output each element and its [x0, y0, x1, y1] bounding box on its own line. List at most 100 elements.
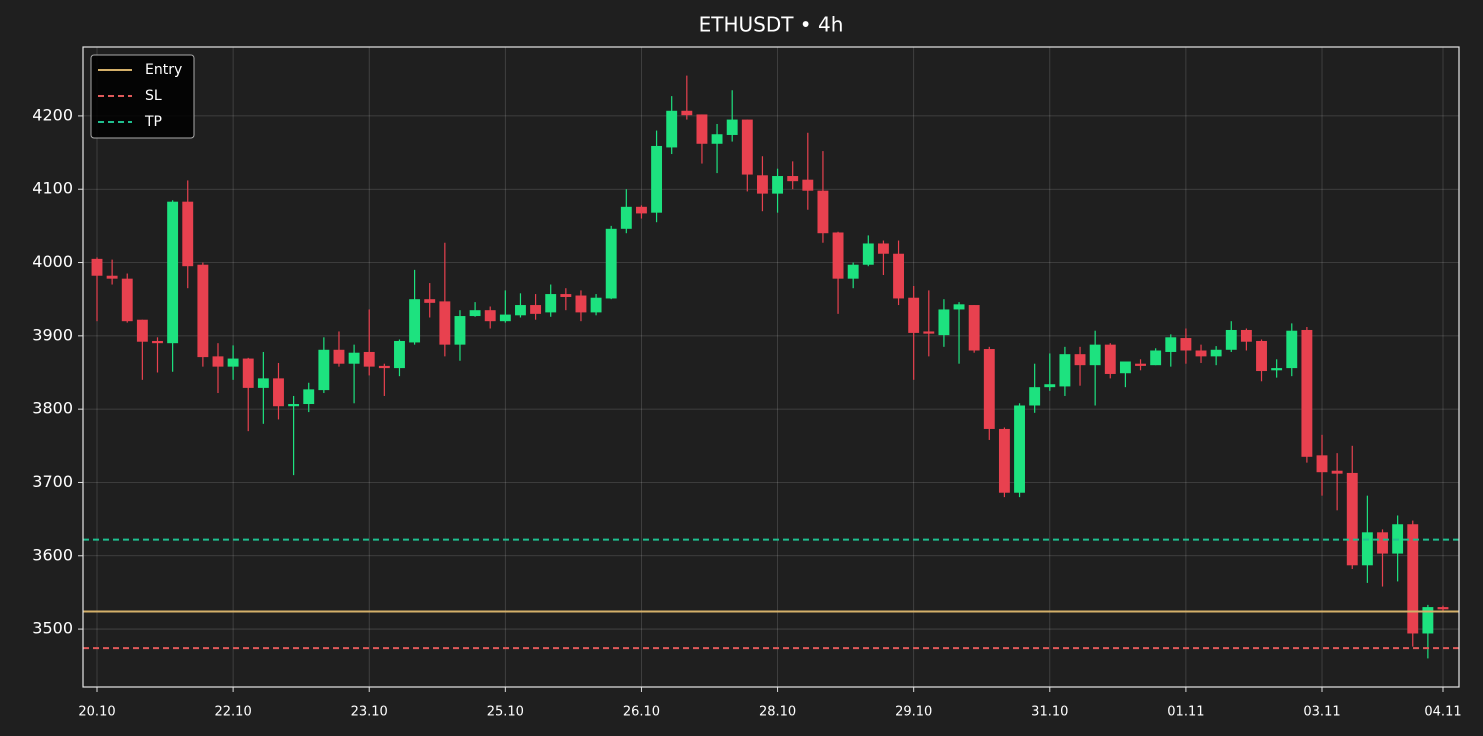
legend-label: Entry: [145, 62, 182, 78]
candle-body: [938, 309, 950, 336]
candle-body: [817, 190, 829, 234]
y-tick-label: 3600: [32, 545, 73, 564]
candle-body: [1407, 524, 1419, 634]
candle-body: [832, 232, 844, 279]
candle-body: [651, 145, 663, 213]
candle-body: [257, 378, 269, 388]
candle-body: [333, 349, 345, 364]
candle-body: [424, 299, 436, 303]
candle-body: [484, 310, 496, 322]
candle-body: [227, 358, 239, 367]
candle-body: [1437, 607, 1449, 610]
y-tick-label: 3500: [32, 619, 73, 638]
candle-body: [242, 358, 254, 388]
candle-body: [953, 304, 965, 310]
candle-body: [136, 319, 148, 342]
candle-body: [1029, 387, 1041, 406]
candle-body: [545, 294, 557, 313]
candle-body: [862, 243, 874, 265]
candle-body: [1074, 354, 1086, 366]
candle-body: [1422, 607, 1434, 634]
candle-body: [983, 349, 995, 429]
candle-body: [726, 119, 738, 135]
candle-body: [1316, 455, 1328, 473]
y-tick-label: 3700: [32, 472, 73, 491]
candle-body: [303, 389, 315, 405]
candle-body: [1165, 337, 1177, 352]
candle-body: [1150, 350, 1162, 366]
candle-body: [756, 175, 768, 194]
x-tick-label: 31.10: [1031, 705, 1068, 720]
x-tick-label: 29.10: [895, 705, 932, 720]
y-tick-label: 4100: [32, 179, 73, 198]
legend-label: TP: [144, 114, 162, 130]
candle-body: [1240, 329, 1252, 342]
candle-body: [1014, 405, 1025, 493]
candle-body: [696, 114, 708, 144]
x-tick-label: 20.10: [78, 705, 115, 720]
candle-body: [1135, 363, 1146, 366]
candle-body: [560, 294, 572, 297]
y-tick-label: 4200: [32, 105, 73, 124]
candle-body: [318, 349, 330, 391]
candle-body: [1104, 344, 1116, 374]
candle-body: [1271, 368, 1283, 371]
candle-body: [908, 297, 920, 333]
x-tick-label: 22.10: [215, 705, 252, 720]
candle-body: [772, 176, 784, 194]
x-tick-label: 23.10: [351, 705, 388, 720]
candle-body: [1195, 350, 1207, 357]
candle-body: [636, 206, 647, 214]
candle-body: [394, 340, 405, 369]
candle-body: [575, 295, 587, 313]
candle-body: [121, 278, 133, 322]
legend-box: [90, 54, 195, 139]
candle-body: [1331, 470, 1343, 474]
candle-body: [212, 356, 224, 367]
candle-body: [711, 134, 723, 144]
legend-label: SL: [145, 88, 162, 104]
candle-body: [998, 428, 1010, 493]
candle-body: [1044, 384, 1056, 388]
candle-body: [1210, 349, 1222, 357]
candle-body: [787, 176, 799, 182]
candle-body: [1180, 338, 1192, 351]
candle-body: [197, 264, 209, 358]
x-tick-label: 03.11: [1303, 705, 1340, 720]
x-tick-label: 25.10: [487, 705, 524, 720]
candle-body: [378, 365, 390, 369]
candle-body: [454, 316, 466, 345]
y-tick-label: 4000: [32, 252, 73, 271]
chart-title: ETHUSDT • 4h: [699, 13, 844, 37]
candle-body: [363, 351, 375, 367]
candle-body: [620, 206, 632, 229]
candle-body: [1361, 532, 1373, 566]
candle-body: [1346, 472, 1358, 566]
candle-body: [590, 297, 602, 313]
legend: Entry SL TP: [90, 54, 195, 139]
candle-body: [167, 201, 179, 344]
candle-body: [409, 299, 421, 343]
candle-body: [288, 404, 300, 407]
candle-body: [1059, 354, 1071, 387]
x-tick-label: 04.11: [1424, 705, 1461, 720]
candle-body: [91, 258, 103, 276]
candle-body: [666, 110, 678, 148]
candle-body: [1301, 329, 1313, 457]
y-tick-label: 3900: [32, 325, 73, 344]
candle-body: [1225, 329, 1237, 350]
candle-body: [877, 243, 889, 254]
candle-body: [1089, 344, 1101, 366]
candle-body: [1119, 361, 1131, 374]
candle-body: [847, 264, 859, 279]
y-tick-label: 3800: [32, 399, 73, 418]
candle-body: [530, 305, 542, 314]
candle-body: [499, 314, 511, 322]
candle-body: [968, 305, 980, 351]
candle-body: [106, 275, 118, 279]
candle-body: [273, 378, 284, 407]
candle-body: [515, 305, 526, 316]
x-tick-label: 28.10: [759, 705, 796, 720]
